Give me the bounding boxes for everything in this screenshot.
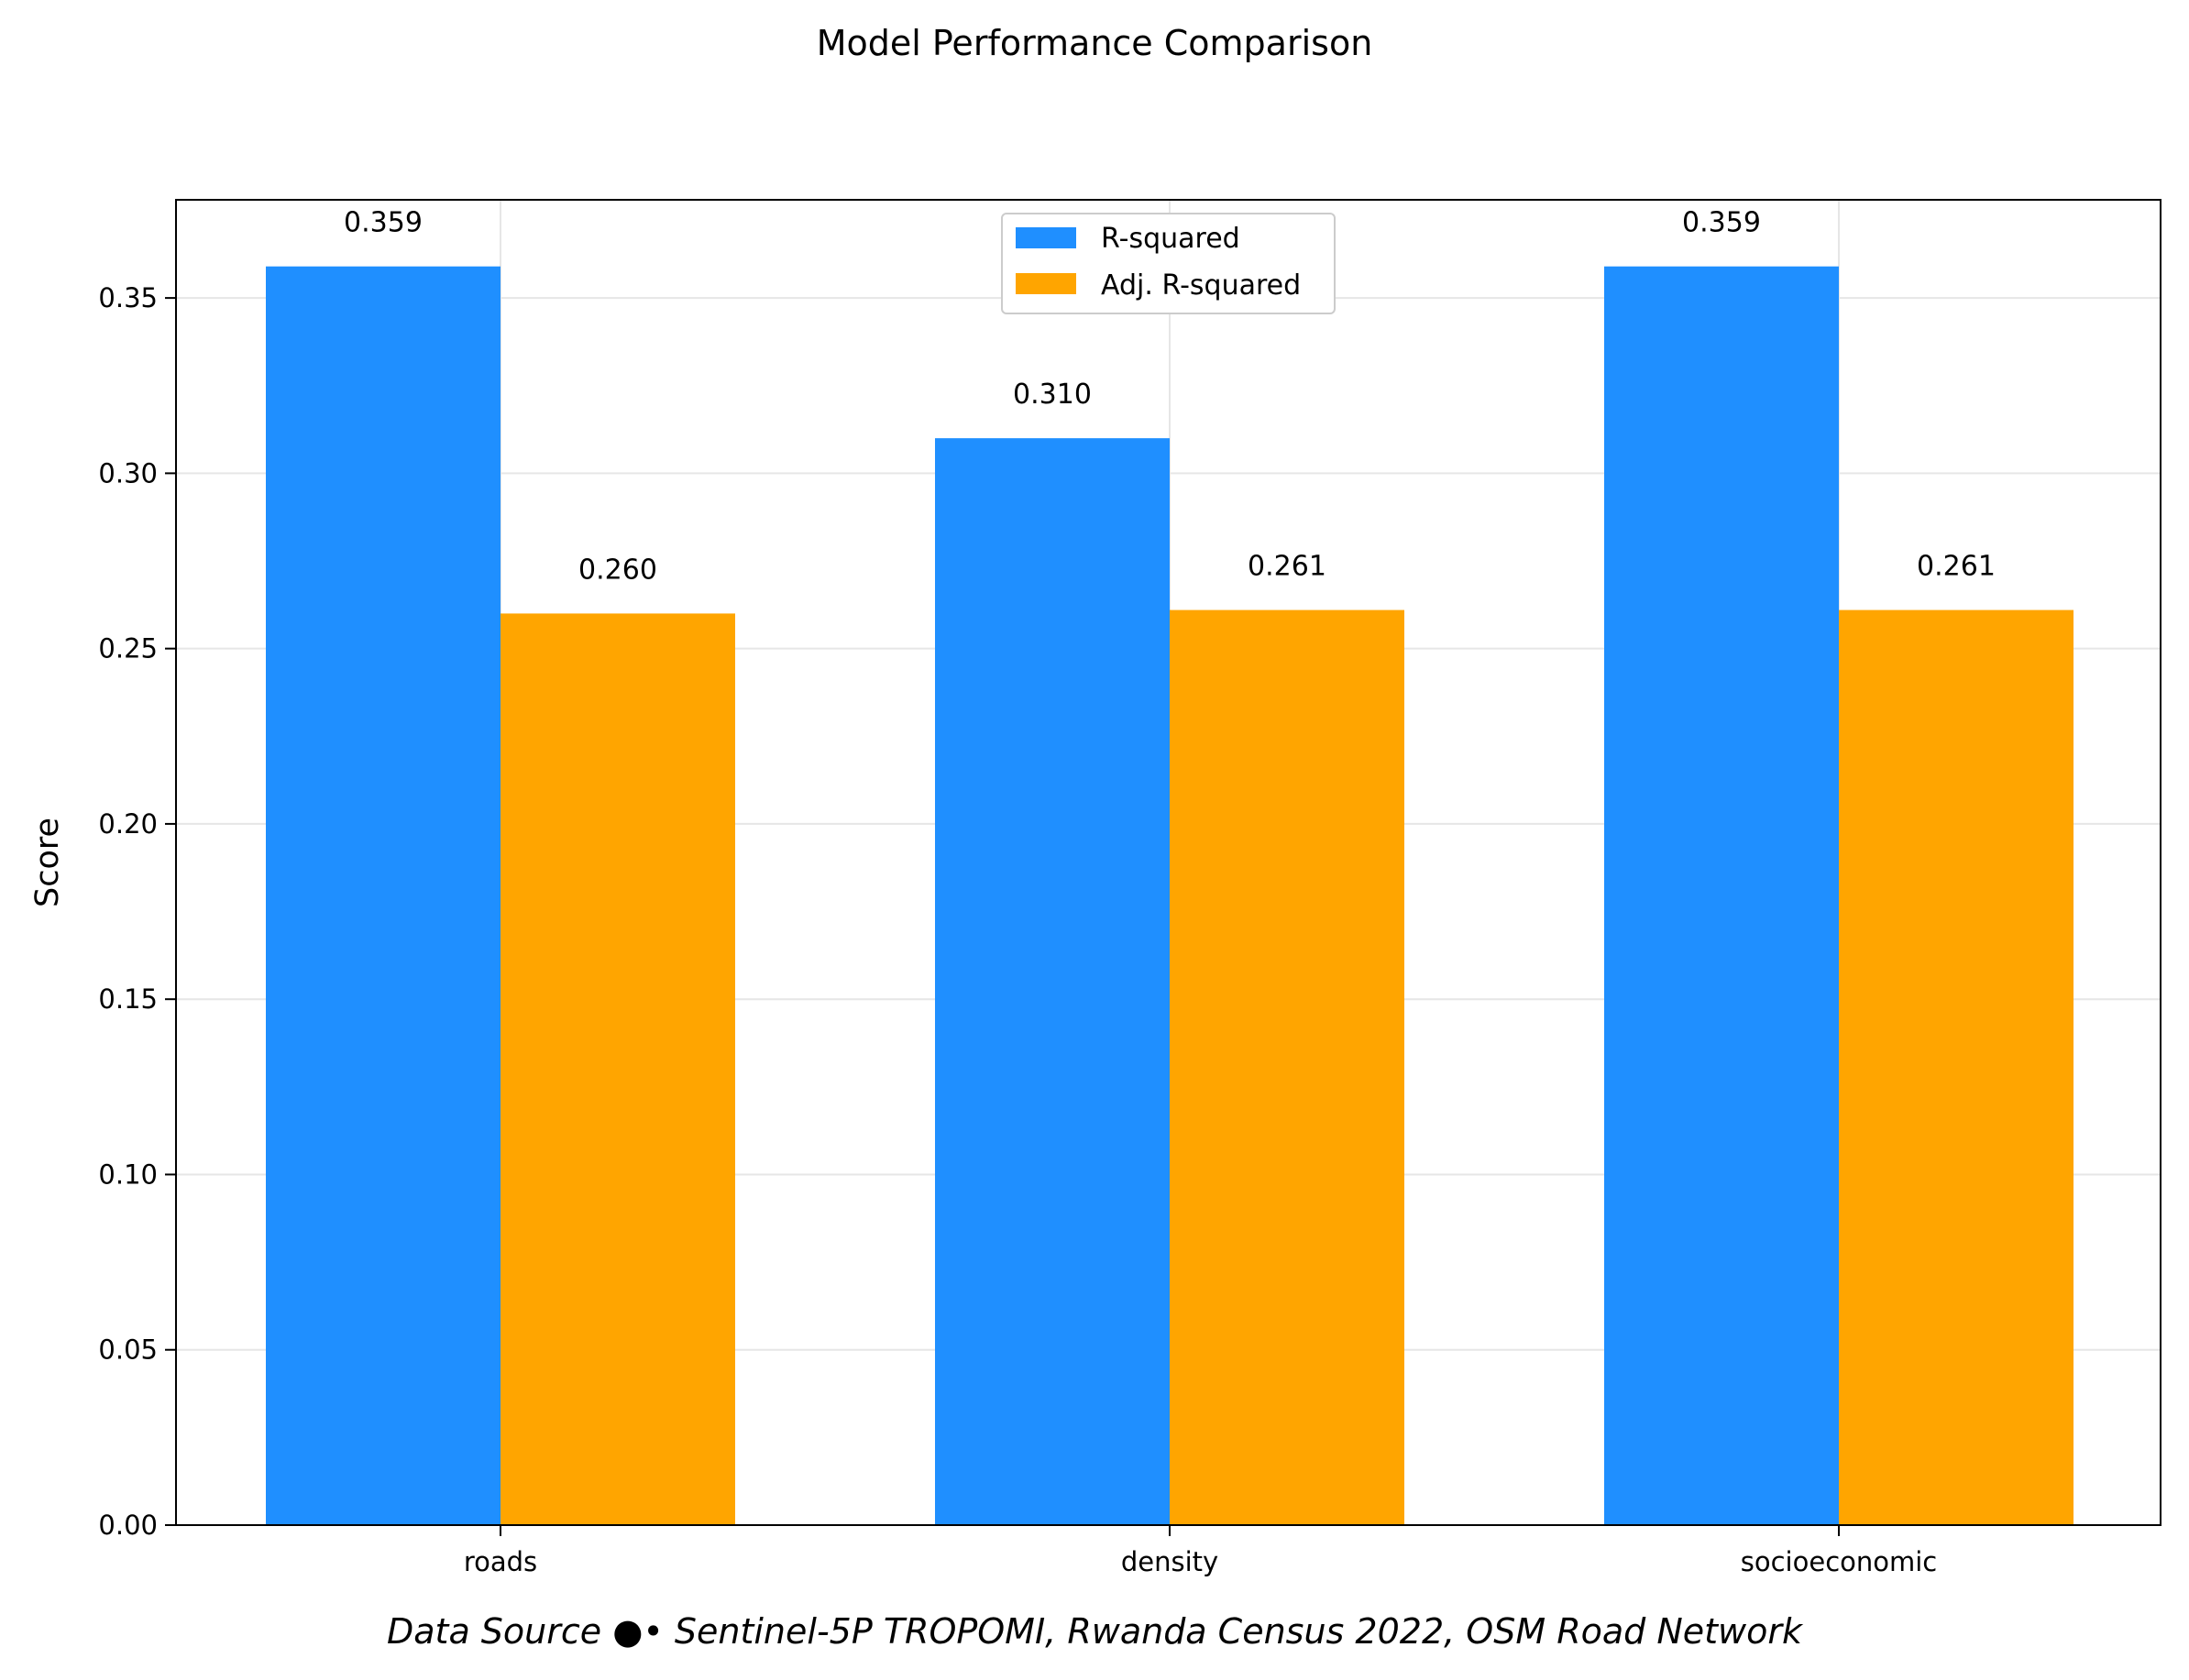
y-tick-label: 0.00 [98,1510,158,1541]
bar-value-label: 0.359 [1682,207,1761,239]
x-tick-label: density [1121,1546,1218,1577]
y-tick-label: 0.25 [98,633,158,664]
y-axis-ticks: 0.00 0.05 0.10 0.15 0.20 0.25 0.30 0.35 [98,282,176,1541]
y-tick-label: 0.05 [98,1334,158,1366]
y-axis-label: Score [29,818,66,907]
y-tick-label: 0.15 [98,983,158,1015]
chart-title: Model Performance Comparison [817,23,1373,63]
bar-value-label: 0.310 [1013,379,1092,411]
x-tick-label: roads [464,1546,537,1577]
plot-frame [175,199,2162,1526]
y-tick-label: 0.30 [98,457,158,489]
bar-value-label: 0.261 [1248,551,1326,583]
bar-value-labels: 0.359 0.310 0.359 0.260 0.261 0.261 [344,207,1996,587]
legend-label-r-squared: R-squared [1101,223,1240,255]
legend-label-adj-r-squared: Adj. R-squared [1101,269,1301,302]
bar-value-label: 0.359 [344,207,423,239]
legend-swatch-adj-r-squared [1016,273,1076,294]
legend: R-squared Adj. R-squared [1001,213,1336,314]
bar-roads-adj-r-squared [500,613,735,1525]
bar-socioeconomic-r-squared [1604,266,1839,1526]
bar-roads-r-squared [266,266,500,1526]
bar-density-r-squared [935,438,1170,1526]
x-axis-ticks: roads density socioeconomic [464,1525,1937,1577]
y-tick-label: 0.20 [98,808,158,840]
legend-box [1001,213,1336,314]
bar-density-adj-r-squared [1170,609,1404,1525]
bar-socioeconomic-adj-r-squared [1839,609,2074,1525]
y-tick-label: 0.10 [98,1158,158,1190]
y-tick-label: 0.35 [98,282,158,313]
legend-swatch-r-squared [1016,227,1076,248]
data-source-footer: Data Source ●• Sentinel-5P TROPOMI, Rwan… [387,1611,1804,1652]
bar-value-label: 0.261 [1917,551,1996,583]
bars [266,266,2074,1526]
bar-value-label: 0.260 [578,554,657,586]
x-tick-label: socioeconomic [1741,1546,1938,1577]
